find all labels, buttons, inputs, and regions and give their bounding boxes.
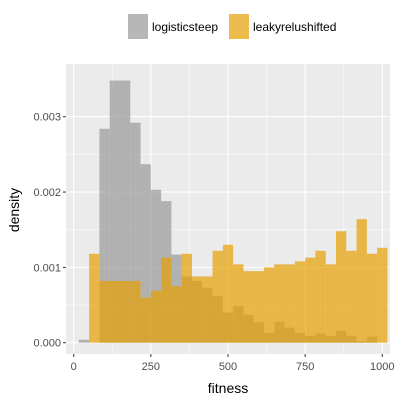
bar-leakyrelushifted xyxy=(233,264,244,343)
legend-label-leakyrelushifted: leakyrelushifted xyxy=(253,20,336,34)
x-tick-label: 500 xyxy=(219,361,237,373)
y-tick-label: 0.001 xyxy=(33,262,61,274)
bar-leakyrelushifted xyxy=(356,219,367,343)
legend-swatch-logisticsteep xyxy=(128,14,148,39)
bar-leakyrelushifted xyxy=(284,264,295,343)
bar-leakyrelushifted xyxy=(150,290,162,343)
bar-leakyrelushifted xyxy=(274,264,285,343)
bar-logisticsteep xyxy=(140,164,151,343)
x-axis-title: fitness xyxy=(208,380,248,396)
bar-leakyrelushifted xyxy=(120,280,131,343)
legend: logisticsteep leakyrelushifted xyxy=(128,14,336,39)
y-tick-label: 0.002 xyxy=(33,187,61,199)
bar-logisticsteep xyxy=(120,80,131,343)
bar-logisticsteep xyxy=(78,339,90,343)
bar-leakyrelushifted xyxy=(315,250,326,343)
bar-leakyrelushifted xyxy=(109,280,120,343)
bar-leakyrelushifted xyxy=(140,297,151,343)
bar-leakyrelushifted xyxy=(222,244,234,343)
y-tick-label: 0.003 xyxy=(33,112,61,124)
bar-leakyrelushifted xyxy=(366,253,378,343)
y-tick-label: 0.000 xyxy=(33,338,61,350)
bar-leakyrelushifted xyxy=(89,253,100,343)
bar-leakyrelushifted xyxy=(325,264,336,343)
x-tick-label: 250 xyxy=(142,361,160,373)
bar-logisticsteep xyxy=(99,128,110,343)
bar-leakyrelushifted xyxy=(171,286,182,343)
bar-leakyrelushifted xyxy=(161,257,172,343)
axes: 0 250 500 750 1000 0.000 0.001 0.002 0.003 xyxy=(33,112,394,373)
bar-leakyrelushifted xyxy=(202,276,213,343)
bar-leakyrelushifted xyxy=(191,276,203,343)
bar-leakyrelushifted xyxy=(346,250,357,343)
bar-leakyrelushifted xyxy=(243,271,254,343)
bar-leakyrelushifted xyxy=(130,280,141,343)
bar-leakyrelushifted xyxy=(212,250,223,343)
bar-leakyrelushifted xyxy=(336,231,347,343)
bar-leakyrelushifted xyxy=(377,247,388,343)
bar-leakyrelushifted xyxy=(264,267,275,343)
x-tick-label: 1000 xyxy=(370,361,394,373)
x-tick-label: 0 xyxy=(71,361,77,373)
legend-label-logisticsteep: logisticsteep xyxy=(152,20,218,34)
bar-logisticsteep xyxy=(130,122,141,343)
x-tick-label: 750 xyxy=(296,361,314,373)
bar-logisticsteep xyxy=(150,189,162,343)
legend-swatch-leakyrelushifted xyxy=(229,14,249,39)
bar-leakyrelushifted xyxy=(294,261,306,343)
bar-leakyrelushifted xyxy=(99,280,110,343)
bar-leakyrelushifted xyxy=(253,271,264,343)
bar-logisticsteep xyxy=(109,80,120,343)
y-axis-title: density xyxy=(6,188,22,232)
bar-leakyrelushifted xyxy=(305,257,316,343)
series-leakyrelushifted xyxy=(89,219,388,343)
bar-leakyrelushifted xyxy=(181,253,192,343)
